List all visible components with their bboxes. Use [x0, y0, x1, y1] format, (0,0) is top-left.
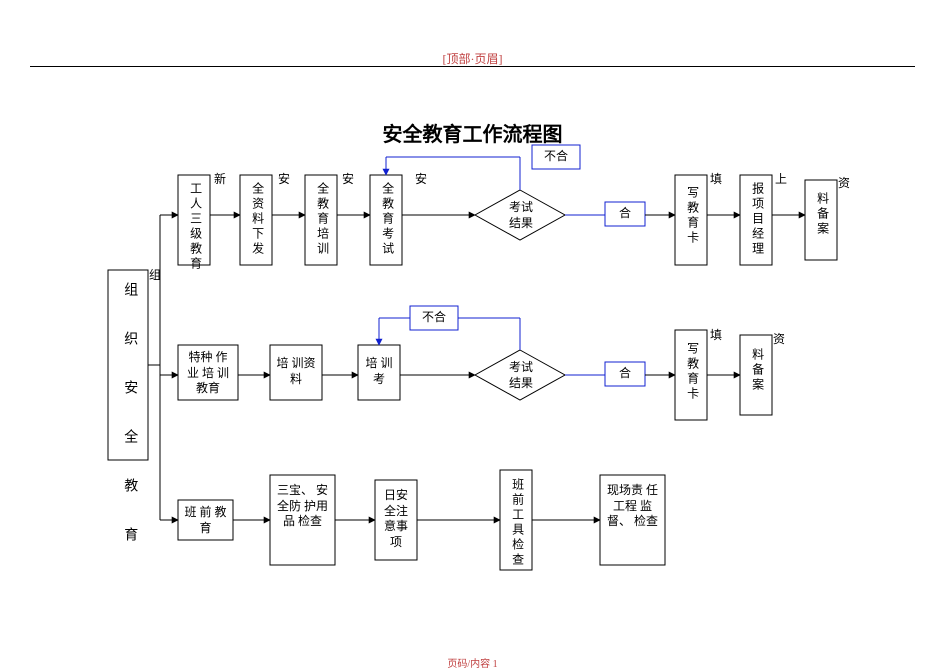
r3-box4-text: 班前工具检查: [509, 478, 525, 568]
r1-post3-text: 料备案: [814, 192, 830, 237]
page: [顶部·页眉] 安全教育工作流程图: [0, 0, 945, 669]
flowchart-svg: [0, 0, 945, 669]
r1-diamond-text: 考试 结果: [504, 200, 538, 231]
r1-box1-text: 工人三级教育: [187, 182, 203, 272]
r2-pass-text: 合: [619, 366, 631, 382]
r2-fail-text: 不合: [422, 310, 446, 326]
r1-edge4: 安: [415, 170, 427, 187]
r1-post3-edge: 资: [838, 174, 850, 191]
r1-post1-edge: 填: [710, 170, 722, 187]
r1-box4-text: 全教育考试: [379, 182, 395, 257]
r3-box1-text: 班 前 教育: [183, 505, 228, 536]
r1-edge3: 安: [342, 170, 354, 187]
footer-text: 页码/内容 1: [447, 655, 497, 670]
r1-box3-text: 全教育培训: [314, 182, 330, 257]
r3-box5-text: 现场责 任工程 监督、 检查: [605, 483, 660, 530]
r2-post1-edge: 填: [710, 326, 722, 343]
r2-post2-text: 料备案: [749, 348, 765, 393]
root-label: 组 织 安 全 教 育: [120, 282, 138, 551]
r2-post1-text: 写教育卡: [684, 342, 700, 402]
r1-fail-text: 不合: [544, 149, 568, 165]
r2-box1-text: 特种 作业 培 训教育: [183, 350, 233, 397]
r2-post2-edge: 资: [773, 330, 785, 347]
r1-edge1: 新: [214, 170, 226, 187]
r1-post2-edge: 上: [775, 170, 787, 187]
r1-pass-text: 合: [619, 206, 631, 222]
r1-post2-text: 报项目经理: [749, 182, 765, 257]
footer-prefix: 页码/内容: [447, 659, 492, 670]
r2-box3-text: 培 训考: [363, 356, 395, 387]
r3-box3-text: 日安 全注 意事 项: [380, 488, 412, 550]
root-marker: 组: [149, 268, 161, 284]
r2-diamond-text: 考试 结果: [504, 360, 538, 391]
r3-box2-text: 三宝、 安全防 护用品 检查: [275, 483, 330, 530]
footer-page: 1: [493, 659, 498, 670]
r1-post1-text: 写教育卡: [684, 186, 700, 246]
r1-edge2: 安: [278, 170, 290, 187]
r2-box2-text: 培 训资料: [275, 356, 317, 387]
r1-box2-text: 全资料下发: [249, 182, 265, 257]
